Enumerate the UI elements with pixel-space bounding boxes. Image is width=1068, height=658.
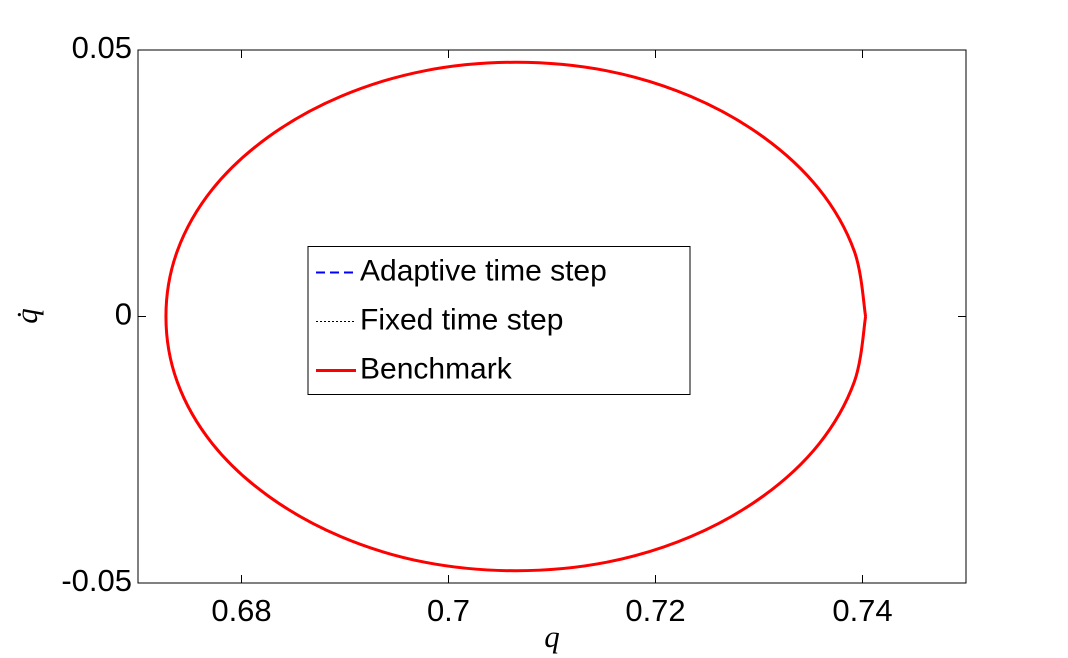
- y-tick-label: -0.05: [61, 563, 132, 598]
- y-tick-label: 0: [115, 297, 132, 332]
- x-tick-label: 0.7: [427, 593, 470, 628]
- x-axis-label: q: [544, 619, 560, 654]
- legend-label: Adaptive time step: [360, 254, 607, 287]
- x-tick-label: 0.72: [625, 593, 685, 628]
- y-axis-label: q̇: [9, 308, 44, 324]
- y-tick-label: 0.05: [72, 30, 132, 65]
- legend-box: [307, 246, 691, 395]
- x-tick-label: 0.68: [211, 593, 271, 628]
- series-line: [164, 60, 868, 573]
- legend-label: Benchmark: [360, 352, 513, 385]
- legend-label: Fixed time step: [360, 303, 563, 336]
- legend: Adaptive time step Fixed time step Benchma…: [307, 246, 691, 395]
- x-tick-label: 0.74: [832, 593, 892, 628]
